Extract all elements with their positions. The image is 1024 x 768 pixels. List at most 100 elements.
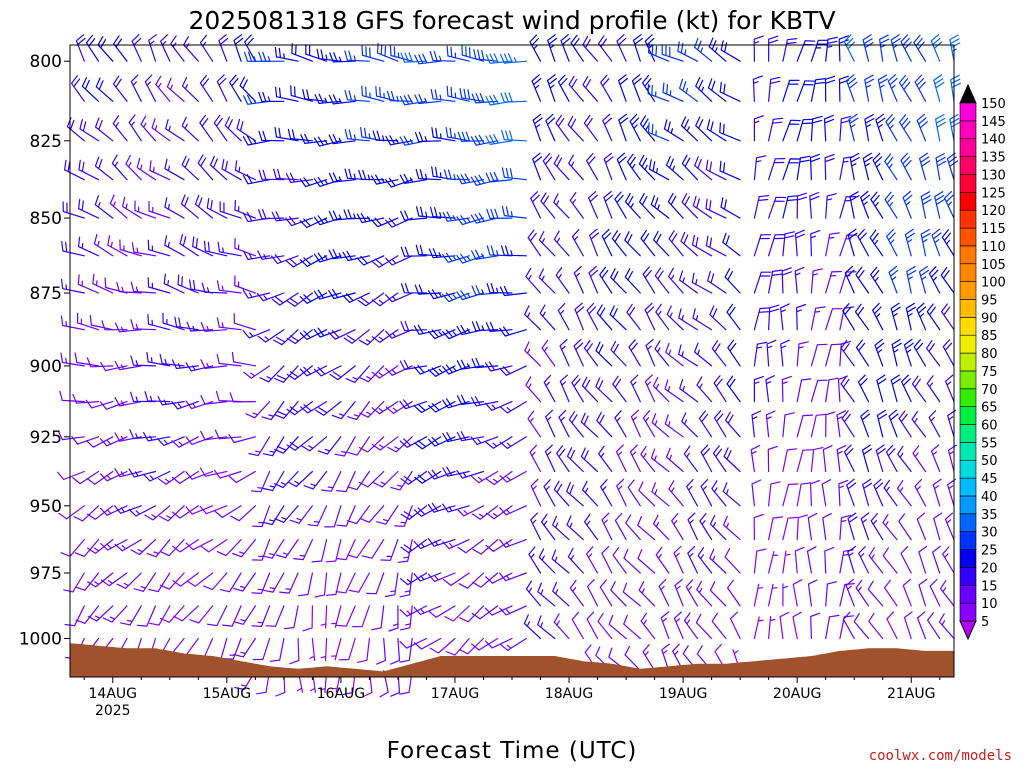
wind-barb: [611, 230, 627, 257]
colorbar-swatch: [959, 263, 977, 282]
wind-barb: [626, 153, 641, 181]
colorbar-label: 115: [981, 222, 1006, 237]
wind-barb: [414, 470, 442, 484]
wind-barb: [499, 505, 527, 516]
wind-barb: [214, 429, 242, 440]
wind-barb: [85, 399, 114, 409]
wind-barb: [588, 191, 599, 219]
wind-barb: [651, 482, 670, 507]
wind-barb: [538, 268, 556, 294]
wind-barb: [299, 177, 328, 188]
colorbar-label: 150: [981, 97, 1006, 112]
wind-barb: [753, 271, 772, 294]
wind-barb: [189, 605, 214, 624]
wind-barb: [456, 173, 485, 185]
wind-barb: [94, 156, 114, 181]
wind-barb: [200, 430, 228, 441]
wind-barb: [696, 580, 713, 607]
wind-barb: [199, 114, 214, 142]
wind-barb: [60, 352, 85, 367]
wind-barb: [262, 539, 285, 559]
wind-barb: [614, 512, 627, 541]
wind-barb: [796, 449, 813, 473]
wind-barb: [242, 135, 271, 146]
wind-barb: [687, 546, 698, 574]
wind-barb: [781, 267, 792, 294]
wind-barb: [385, 255, 413, 266]
y-tick-label: 825: [30, 132, 62, 152]
wind-barb: [346, 505, 370, 525]
wind-barb: [782, 231, 795, 257]
wind-barb: [911, 410, 927, 438]
wind-barb: [765, 410, 776, 438]
wind-barb: [574, 302, 585, 331]
wind-barb: [809, 153, 821, 181]
wind-barb: [919, 152, 931, 181]
wind-barb: [251, 572, 271, 594]
wind-barb: [287, 128, 313, 142]
wind-barb: [279, 572, 299, 594]
wind-barb: [399, 572, 428, 586]
x-tick-sublabel: 2025: [95, 703, 131, 719]
wind-barb: [862, 152, 873, 181]
wind-barb: [113, 35, 128, 62]
colorbar-label: 5: [981, 615, 989, 630]
wind-barb: [810, 612, 821, 640]
y-tick-label: 900: [30, 357, 62, 377]
wind-barb: [911, 375, 927, 403]
wind-barb: [71, 75, 85, 102]
wind-barb: [722, 232, 741, 257]
wind-barb: [624, 268, 641, 294]
colorbar-swatch: [959, 531, 977, 550]
colorbar-swatch: [959, 138, 977, 157]
wind-barb: [642, 410, 656, 438]
wind-barb: [928, 266, 941, 294]
wind-barb: [131, 34, 142, 62]
wind-barb: [313, 252, 342, 263]
wind-barb: [442, 211, 470, 222]
wind-barb: [580, 412, 599, 438]
wind-barb: [456, 359, 485, 370]
wind-barb: [825, 193, 837, 219]
wind-barb: [870, 513, 884, 541]
wind-barb: [598, 35, 613, 62]
wind-barb: [442, 364, 470, 375]
wind-barb: [555, 114, 570, 142]
wind-barb: [596, 304, 613, 331]
wind-barb: [234, 199, 256, 219]
wind-barb: [705, 159, 727, 181]
wind-barb: [293, 539, 313, 561]
wind-barb: [89, 314, 114, 331]
wind-barb: [928, 410, 941, 438]
wind-barb: [920, 191, 932, 219]
wind-barb: [385, 365, 413, 376]
wind-barb: [753, 307, 771, 331]
wind-barb: [224, 116, 242, 142]
colorbar-label: 35: [981, 508, 998, 523]
wind-barb: [73, 505, 100, 522]
wind-barb: [271, 292, 299, 306]
wind-barb: [325, 572, 342, 596]
wind-barb: [528, 546, 542, 574]
wind-barb: [356, 212, 385, 224]
wind-barb: [821, 479, 832, 507]
wind-barb: [387, 436, 413, 453]
wind-barb: [860, 512, 870, 541]
wind-barb: [242, 329, 271, 339]
wind-barb: [361, 45, 385, 62]
wind-barb: [343, 209, 370, 220]
wind-barb: [616, 478, 627, 507]
wind-barb: [547, 34, 558, 62]
wind-barb: [413, 364, 442, 375]
wind-barb: [914, 478, 927, 507]
wind-barb: [545, 409, 556, 438]
wind-barb: [185, 505, 214, 515]
wind-barb: [442, 329, 470, 340]
wind-barb: [275, 86, 299, 102]
wind-barb: [262, 470, 285, 492]
wind-barb: [622, 582, 641, 607]
wind-barb: [179, 233, 199, 257]
wind-barb: [109, 194, 128, 219]
wind-barb: [177, 274, 199, 294]
wind-barb: [416, 206, 442, 219]
